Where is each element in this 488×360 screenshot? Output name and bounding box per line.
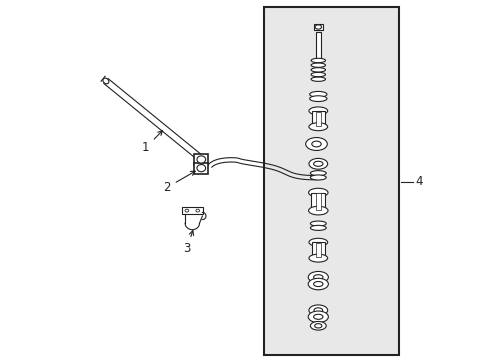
Ellipse shape <box>313 314 322 319</box>
Text: 2: 2 <box>163 171 195 194</box>
Ellipse shape <box>308 238 327 246</box>
Bar <box>311 111 324 127</box>
Ellipse shape <box>310 72 325 77</box>
Ellipse shape <box>307 311 328 323</box>
Bar <box>313 24 322 30</box>
Ellipse shape <box>305 138 326 150</box>
Bar <box>315 243 320 257</box>
Ellipse shape <box>196 209 199 212</box>
Ellipse shape <box>308 206 327 215</box>
Ellipse shape <box>311 141 321 147</box>
Ellipse shape <box>313 282 322 287</box>
Ellipse shape <box>308 123 327 131</box>
Ellipse shape <box>310 171 325 176</box>
Ellipse shape <box>308 188 327 197</box>
Bar <box>315 32 320 72</box>
Ellipse shape <box>197 165 205 172</box>
Ellipse shape <box>308 107 327 115</box>
Bar <box>182 207 203 214</box>
Ellipse shape <box>310 225 325 230</box>
Ellipse shape <box>102 78 109 84</box>
Ellipse shape <box>307 278 328 290</box>
Ellipse shape <box>308 254 327 262</box>
Bar <box>194 154 208 165</box>
Ellipse shape <box>313 308 322 313</box>
Ellipse shape <box>307 271 328 283</box>
Ellipse shape <box>310 175 325 180</box>
Ellipse shape <box>310 68 325 72</box>
Ellipse shape <box>308 158 327 169</box>
Bar <box>315 193 320 210</box>
Ellipse shape <box>185 209 188 212</box>
Text: 3: 3 <box>183 231 193 255</box>
Ellipse shape <box>308 305 327 316</box>
Text: 4: 4 <box>415 175 422 188</box>
Bar <box>311 242 324 258</box>
Ellipse shape <box>310 321 325 330</box>
Ellipse shape <box>310 221 325 226</box>
Ellipse shape <box>309 96 326 102</box>
Ellipse shape <box>313 275 322 280</box>
Ellipse shape <box>197 156 205 163</box>
Ellipse shape <box>310 77 325 81</box>
Text: 1: 1 <box>142 131 162 154</box>
Ellipse shape <box>313 161 322 166</box>
Ellipse shape <box>310 63 325 67</box>
Ellipse shape <box>309 91 326 97</box>
Ellipse shape <box>314 25 321 29</box>
Ellipse shape <box>310 58 325 63</box>
Ellipse shape <box>314 324 321 328</box>
Bar <box>194 163 208 174</box>
Bar <box>311 193 325 211</box>
Bar <box>315 112 320 126</box>
Bar <box>264 7 399 355</box>
